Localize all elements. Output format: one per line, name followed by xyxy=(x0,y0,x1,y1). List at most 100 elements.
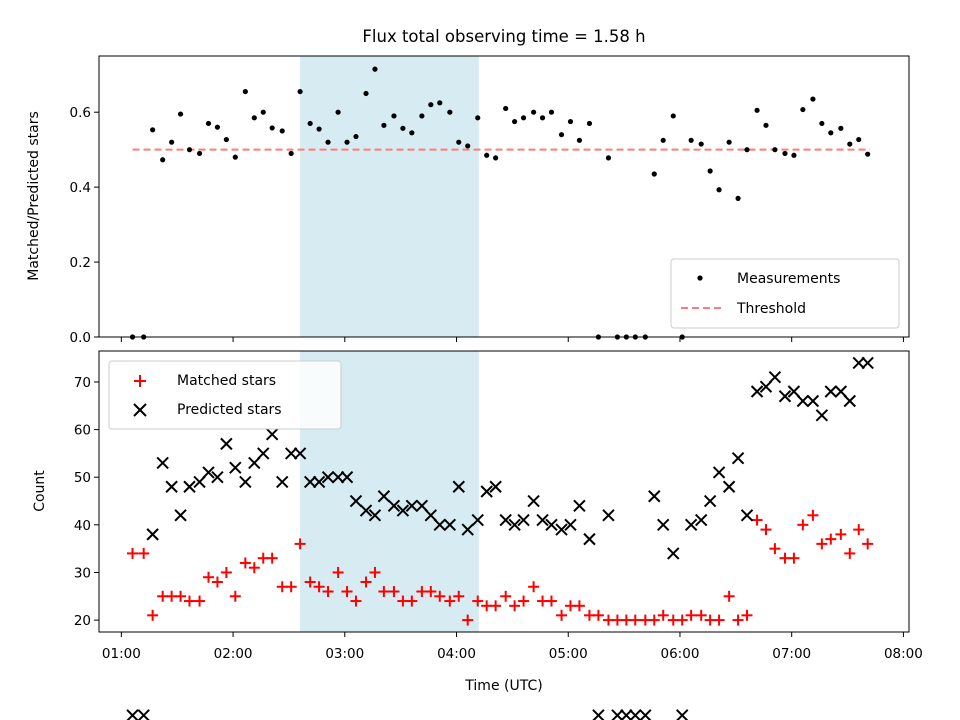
matched-star-point xyxy=(175,590,187,602)
predicted-star-point xyxy=(284,447,298,460)
y-tick-label: 0.4 xyxy=(70,180,91,196)
measurement-point xyxy=(447,109,453,115)
predicted-star-point xyxy=(183,480,196,493)
matched-star-point xyxy=(239,557,251,569)
predicted-star-point xyxy=(293,447,307,460)
predicted-star-point xyxy=(517,513,530,527)
matched-star-point xyxy=(378,586,390,598)
measurement-point xyxy=(670,113,676,119)
measurement-point xyxy=(828,130,834,136)
matched-star-point xyxy=(657,609,669,621)
matched-star-point xyxy=(853,524,865,536)
measurement-point xyxy=(791,152,797,158)
matched-star-point xyxy=(592,609,604,621)
measurement-point xyxy=(242,88,248,95)
predicted-star-point xyxy=(834,385,848,398)
measurement-point xyxy=(232,154,238,160)
matched-star-point xyxy=(751,514,763,526)
measurement-point xyxy=(391,113,397,119)
predicted-star-point xyxy=(126,709,139,720)
predicted-star-point xyxy=(452,480,465,493)
predicted-star-point xyxy=(211,471,224,484)
bottom-x-ticks: 01:00 02:00 03:00 04:00 05:00 06:00 07:00 08:00 xyxy=(102,632,923,662)
predicted-star-point xyxy=(424,509,438,522)
legend-predicted-marker xyxy=(133,403,147,417)
predicted-star-point xyxy=(555,523,568,536)
matched-star-point xyxy=(573,600,585,612)
predicted-star-point xyxy=(377,490,391,503)
predicted-star-point xyxy=(852,356,865,370)
measurement-point xyxy=(567,118,574,125)
matched-star-point xyxy=(388,586,400,598)
predicted-star-point xyxy=(248,456,261,470)
matched-star-point xyxy=(127,547,139,559)
measurement-point xyxy=(169,139,175,145)
predicted-star-point xyxy=(229,461,242,474)
matched-star-point xyxy=(676,614,688,626)
measurement-point xyxy=(372,66,378,72)
measurement-point xyxy=(428,102,434,108)
measurement-point xyxy=(484,152,490,158)
matched-star-point xyxy=(194,595,206,607)
predicted-star-point xyxy=(257,447,270,460)
legend-measurements-marker xyxy=(697,275,703,281)
matched-star-point xyxy=(556,609,568,621)
measurement-point xyxy=(214,124,221,130)
measurement-point xyxy=(539,115,546,121)
measurement-point xyxy=(465,143,471,149)
measurement-point xyxy=(735,195,741,201)
predicted-star-point xyxy=(750,385,764,398)
matched-star-point xyxy=(360,576,372,588)
measurement-point xyxy=(503,105,509,112)
predicted-star-point xyxy=(583,532,596,546)
matched-star-point xyxy=(509,600,521,612)
matched-star-point xyxy=(202,571,214,583)
matched-star-point xyxy=(462,614,474,626)
predicted-star-point xyxy=(731,451,745,465)
bottom-legend-box xyxy=(108,360,342,430)
matched-star-point xyxy=(723,590,735,602)
matched-star-point xyxy=(807,509,819,521)
measurement-point xyxy=(177,111,184,117)
predicted-star-point xyxy=(806,394,820,408)
measurement-point xyxy=(800,106,806,113)
predicted-star-point xyxy=(648,490,661,503)
predicted-star-point xyxy=(629,709,642,720)
predicted-star-point xyxy=(703,494,717,508)
y-tick-label: 50 xyxy=(74,470,91,486)
top-plot-frame xyxy=(98,55,910,338)
predicted-star-point xyxy=(165,480,178,493)
matched-star-point xyxy=(425,586,437,598)
x-tick-label: 01:00 xyxy=(102,646,141,662)
measurement-point xyxy=(288,150,294,157)
y-tick-label: 70 xyxy=(74,375,91,391)
matched-star-point xyxy=(816,538,828,550)
measurement-point xyxy=(186,147,193,153)
predicted-star-point xyxy=(239,475,252,489)
predicted-star-point xyxy=(349,494,363,508)
predicted-star-point xyxy=(443,518,457,532)
matched-star-point xyxy=(741,609,753,621)
matched-star-point xyxy=(341,586,353,598)
matched-star-point xyxy=(444,595,456,607)
x-tick-label: 07:00 xyxy=(772,646,811,662)
measurement-point xyxy=(688,137,694,143)
predicted-star-point xyxy=(340,471,354,484)
top-y-ticks: 0.0 0.2 0.4 0.6 xyxy=(70,105,99,346)
predicted-star-point xyxy=(778,390,792,403)
predicted-star-point xyxy=(137,709,150,720)
predicted-star-point xyxy=(712,466,726,479)
measurement-point xyxy=(279,128,285,134)
matched-star-point xyxy=(825,533,837,545)
measurement-point xyxy=(196,150,203,157)
predicted-star-point xyxy=(592,709,605,720)
matched-star-point xyxy=(844,547,856,559)
measurement-point xyxy=(409,130,415,136)
measurement-point xyxy=(548,109,555,115)
matched-star-point xyxy=(350,595,362,607)
matched-star-point xyxy=(406,595,418,607)
predicted-star-point xyxy=(368,509,382,522)
measurement-point xyxy=(605,155,612,161)
measurement-point xyxy=(754,107,760,113)
